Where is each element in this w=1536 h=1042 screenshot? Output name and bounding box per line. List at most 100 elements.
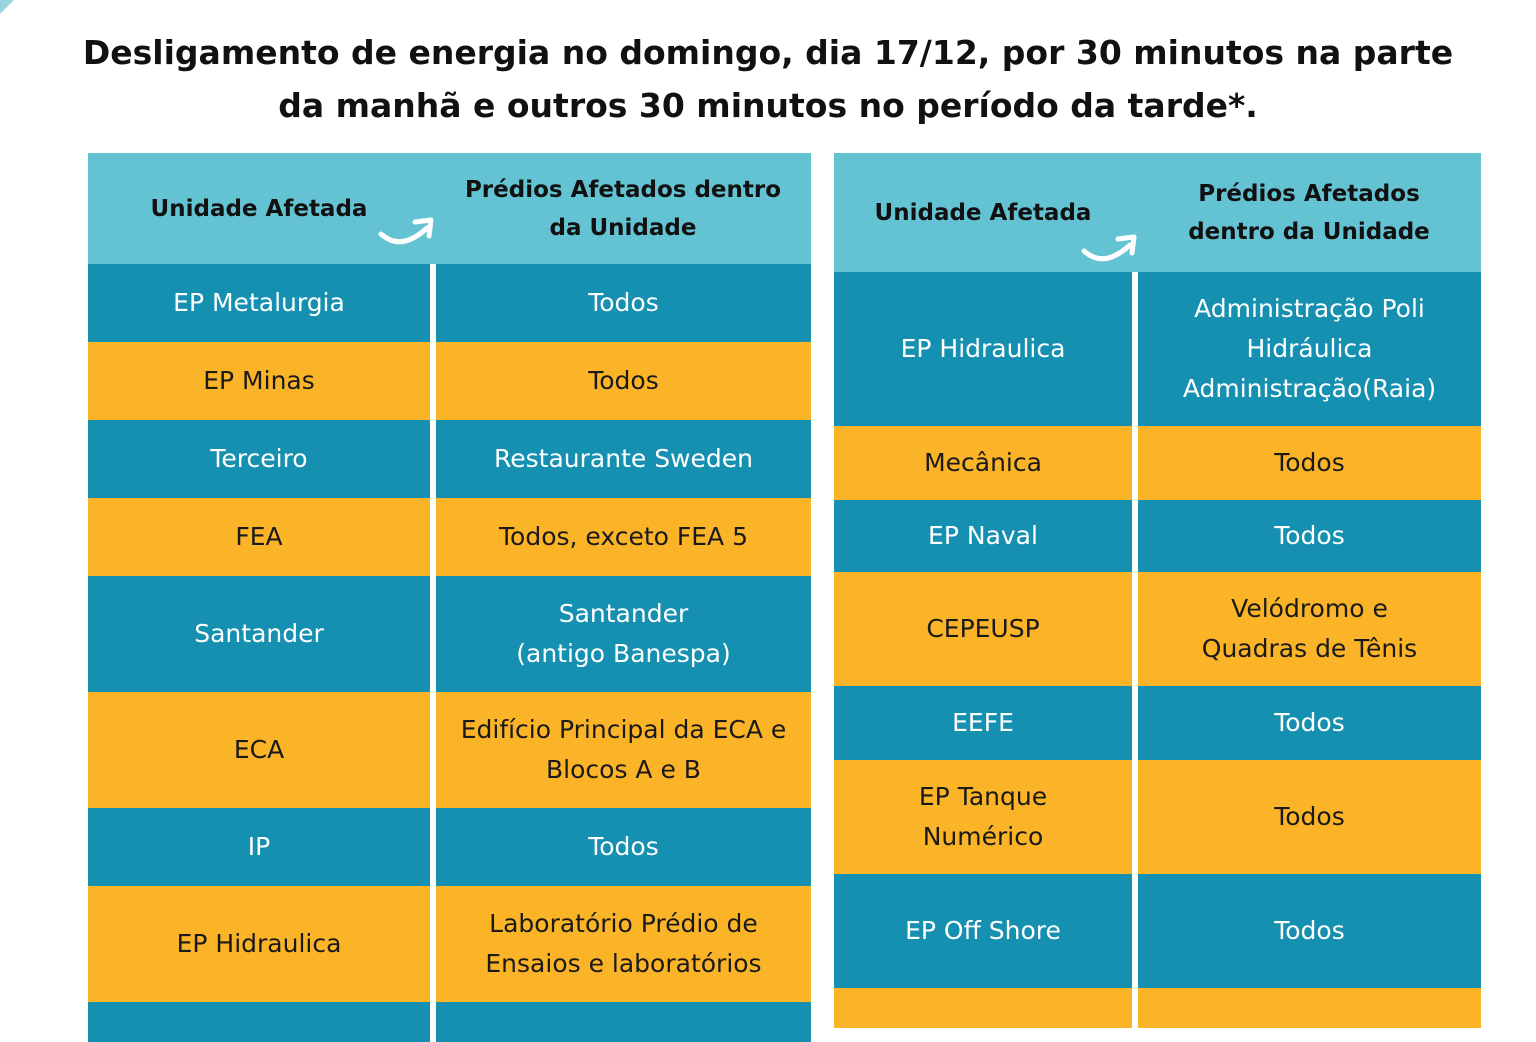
buildings-cell: Restaurante Sweden	[436, 420, 811, 498]
buildings-text: Todos	[1274, 916, 1345, 945]
unit-cell: Santander	[88, 576, 430, 692]
unit-text: CEPEUSP	[926, 614, 1040, 643]
table-header: Unidade Afetada Prédios Afetados dentro …	[834, 153, 1481, 272]
unit-text: Santander	[194, 619, 324, 648]
unit-text: EP Naval	[928, 521, 1038, 550]
table-row	[88, 1002, 811, 1042]
buildings-text: Hidráulica	[1246, 334, 1373, 363]
unit-text: Numérico	[922, 822, 1044, 851]
buildings-text: Laboratório Prédio de	[489, 909, 758, 938]
column-divider	[1132, 874, 1138, 988]
column-divider	[1132, 500, 1138, 572]
curved-arrow-icon	[1081, 234, 1137, 262]
unit-text: EP Tanque	[918, 782, 1048, 811]
unit-text: EP Off Shore	[905, 916, 1061, 945]
buildings-text: Restaurante Sweden	[494, 444, 753, 473]
unit-cell: EP Minas	[88, 342, 430, 420]
buildings-cell: Todos	[1138, 874, 1481, 988]
buildings-cell: Todos	[436, 264, 811, 342]
unit-text: FEA	[235, 522, 283, 551]
unit-cell	[88, 1002, 430, 1042]
buildings-text: Ensaios e laboratórios	[485, 949, 762, 978]
buildings-cell: Todos	[436, 808, 811, 886]
header-buildings-label: Prédios Afetados dentro da Unidade	[1188, 180, 1430, 245]
buildings-text: Todos	[588, 288, 659, 317]
column-divider	[430, 420, 436, 498]
buildings-text: Administração Poli	[1194, 294, 1425, 323]
buildings-text: Administração(Raia)	[1182, 374, 1437, 403]
unit-text: EP Hidraulica	[176, 929, 342, 958]
table-row: EP Metalurgia Todos	[88, 264, 811, 342]
buildings-cell	[436, 1002, 811, 1042]
unit-text: Mecânica	[924, 448, 1042, 477]
unit-cell: FEA	[88, 498, 430, 576]
table-row: FEA Todos, exceto FEA 5	[88, 498, 811, 576]
header-unit-label: Unidade Afetada	[874, 199, 1092, 226]
column-divider	[1132, 426, 1138, 500]
buildings-cell	[1138, 988, 1481, 1028]
unit-text: IP	[247, 832, 271, 861]
table-header: Unidade Afetada Prédios Afetados dentro …	[88, 153, 811, 264]
buildings-text: Todos	[1274, 708, 1345, 737]
column-divider	[430, 808, 436, 886]
table-row: EP Hidraulica Laboratório Prédio de Ensaio…	[88, 886, 811, 1002]
curved-arrow-icon	[378, 217, 434, 245]
unit-cell: EEFE	[834, 686, 1132, 760]
unit-cell	[834, 988, 1132, 1028]
left-outage-table: Unidade Afetada Prédios Afetados dentro …	[88, 153, 811, 1042]
column-divider	[430, 886, 436, 1002]
table-row: EEFE Todos	[834, 686, 1481, 760]
unit-text: EP Minas	[203, 366, 315, 395]
unit-text: EP Hidraulica	[900, 334, 1066, 363]
title-line-1: Desligamento de energia no domingo, dia …	[82, 33, 1454, 72]
buildings-text: Velódromo e	[1231, 594, 1388, 623]
unit-cell: EP Tanque Numérico	[834, 760, 1132, 874]
buildings-text: (antigo Banespa)	[516, 639, 731, 668]
table-row: EP Tanque Numérico Todos	[834, 760, 1481, 874]
title-line-2: da manhã e outros 30 minutos no período …	[278, 86, 1258, 125]
buildings-cell: Todos	[1138, 686, 1481, 760]
buildings-cell: Laboratório Prédio de Ensaios e laboratór…	[436, 886, 811, 1002]
unit-cell: EP Hidraulica	[88, 886, 430, 1002]
table-row	[834, 988, 1481, 1028]
buildings-cell: Todos	[1138, 426, 1481, 500]
unit-cell: IP	[88, 808, 430, 886]
unit-cell: Mecânica	[834, 426, 1132, 500]
buildings-cell: Todos	[1138, 760, 1481, 874]
unit-cell: EP Hidraulica	[834, 272, 1132, 426]
column-divider	[1132, 572, 1138, 686]
column-divider	[430, 692, 436, 808]
buildings-text: Santander	[558, 599, 689, 628]
table-row: IP Todos	[88, 808, 811, 886]
column-divider	[430, 498, 436, 576]
column-divider	[1132, 760, 1138, 874]
header-unit-label: Unidade Afetada	[150, 195, 368, 222]
table-row: EP Naval Todos	[834, 500, 1481, 572]
unit-cell: ECA	[88, 692, 430, 808]
buildings-text: Quadras de Tênis	[1201, 634, 1418, 663]
table-row: Santander Santander (antigo Banespa)	[88, 576, 811, 692]
buildings-text: Blocos A e B	[546, 755, 701, 784]
buildings-cell: Todos	[1138, 500, 1481, 572]
column-divider	[1132, 686, 1138, 760]
buildings-cell: Edifício Principal da ECA e Blocos A e B	[436, 692, 811, 808]
column-divider	[430, 342, 436, 420]
unit-text: Terceiro	[210, 444, 308, 473]
unit-cell: EP Metalurgia	[88, 264, 430, 342]
table-row: Mecânica Todos	[834, 426, 1481, 500]
table-row: ECA Edifício Principal da ECA e Blocos A e…	[88, 692, 811, 808]
unit-cell: Terceiro	[88, 420, 430, 498]
table-row: EP Hidraulica Administração Poli Hidráulic…	[834, 272, 1481, 426]
table-row: EP Off Shore Todos	[834, 874, 1481, 988]
buildings-cell: Velódromo e Quadras de Tênis	[1138, 572, 1481, 686]
unit-cell: EP Off Shore	[834, 874, 1132, 988]
buildings-text: Todos	[1274, 448, 1345, 477]
page-title: Desligamento de energia no domingo, dia …	[60, 26, 1476, 132]
column-divider	[1132, 272, 1138, 426]
right-outage-table: Unidade Afetada Prédios Afetados dentro …	[834, 153, 1481, 1028]
buildings-cell: Santander (antigo Banespa)	[436, 576, 811, 692]
buildings-cell: Todos	[436, 342, 811, 420]
column-divider	[430, 576, 436, 692]
table-row: EP Minas Todos	[88, 342, 811, 420]
buildings-cell: Todos, exceto FEA 5	[436, 498, 811, 576]
